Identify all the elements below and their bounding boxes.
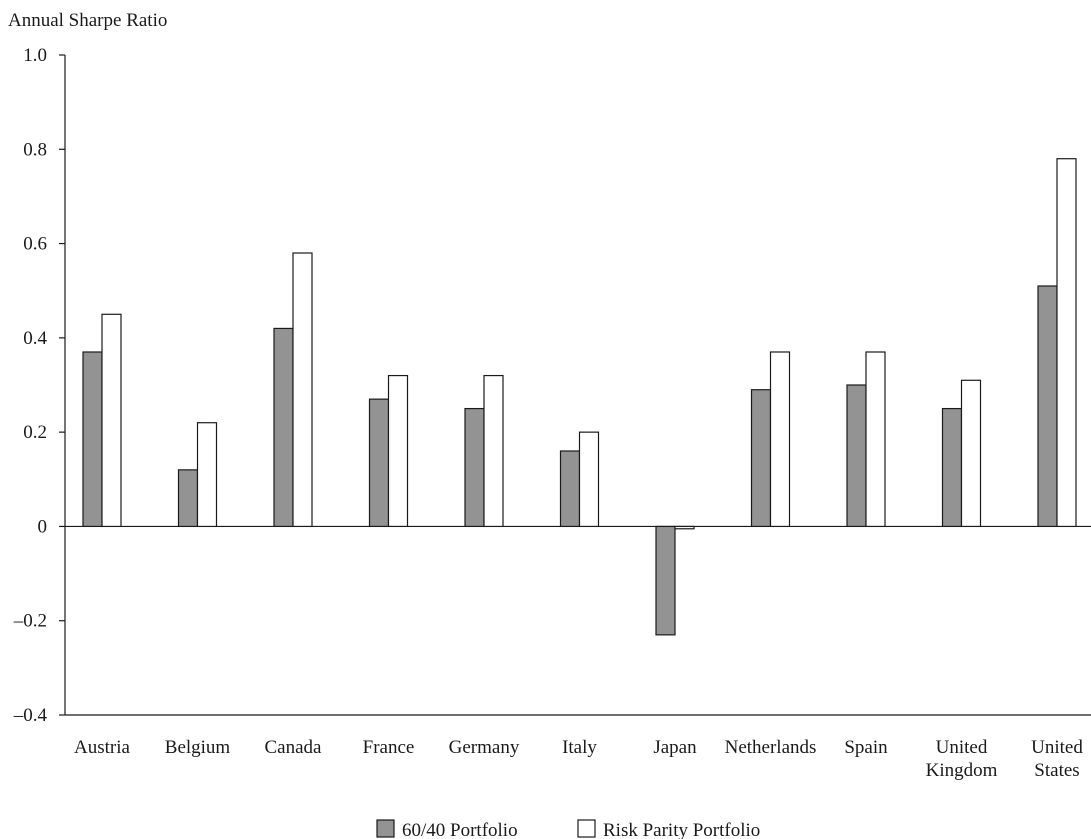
- bar-risk-parity: [387, 374, 409, 528]
- bar-risk-parity: [101, 313, 122, 528]
- legend-label-risk-parity: Risk Parity Portfolio: [603, 820, 760, 839]
- bar-60-40: [273, 327, 294, 528]
- bar-60-40: [559, 450, 581, 528]
- legend-swatch-60-40: [376, 819, 395, 838]
- x-tick-label: Spain: [844, 737, 888, 758]
- bar-risk-parity: [1056, 158, 1077, 528]
- y-tick-label: –0.4: [13, 705, 48, 726]
- x-tick-label: Italy: [562, 737, 597, 758]
- x-tick-label: Germany: [449, 737, 520, 758]
- y-tick-label: 0.2: [23, 422, 47, 443]
- legend: 60/40 Portfolio Risk Parity Portfolio: [376, 819, 760, 839]
- bar-60-40: [464, 407, 485, 528]
- x-tick-label: States: [1034, 760, 1079, 781]
- y-axis-title: Annual Sharpe Ratio: [8, 10, 167, 31]
- bar-60-40: [846, 384, 867, 528]
- x-tick-label: Kingdom: [926, 760, 998, 781]
- bar-risk-parity: [674, 525, 695, 530]
- x-tick-label: United: [936, 737, 988, 758]
- bar-60-40: [750, 389, 772, 528]
- y-tick-label: 0.4: [23, 328, 47, 349]
- bar-risk-parity: [196, 422, 218, 528]
- x-tick-label: Netherlands: [725, 737, 817, 758]
- bar-60-40: [82, 351, 103, 528]
- bar-risk-parity: [769, 351, 791, 528]
- bar-risk-parity: [292, 252, 313, 528]
- y-tick-label: 0: [38, 516, 48, 537]
- x-tick-label: Belgium: [165, 737, 231, 758]
- y-tick-label: 1.0: [23, 45, 47, 66]
- x-tick-label: France: [363, 737, 415, 758]
- bar-risk-parity: [865, 351, 886, 528]
- x-tick-label: Austria: [74, 737, 131, 758]
- x-tick-label: Japan: [653, 737, 697, 758]
- bar-risk-parity: [483, 374, 504, 528]
- bar-risk-parity: [578, 431, 600, 528]
- y-tick-label: 0.8: [23, 139, 47, 160]
- y-tick-label: 0.6: [23, 234, 47, 255]
- x-tick-label: Canada: [265, 737, 323, 758]
- bar-60-40: [177, 469, 199, 528]
- bar-60-40: [941, 407, 963, 528]
- bar-60-40: [368, 398, 390, 528]
- x-tick-label: United: [1031, 737, 1083, 758]
- plot-area: –0.4 –0.2 0 0.2 0.4 0.6 0.8 1.0 Austria Belgium Ca…: [13, 45, 1091, 781]
- bar-60-40: [1037, 285, 1058, 528]
- bar-risk-parity: [960, 379, 982, 528]
- legend-swatch-risk-parity: [577, 819, 596, 838]
- y-tick-label: –0.2: [13, 611, 47, 632]
- legend-label-60-40: 60/40 Portfolio: [402, 820, 518, 839]
- bar-60-40: [655, 525, 676, 636]
